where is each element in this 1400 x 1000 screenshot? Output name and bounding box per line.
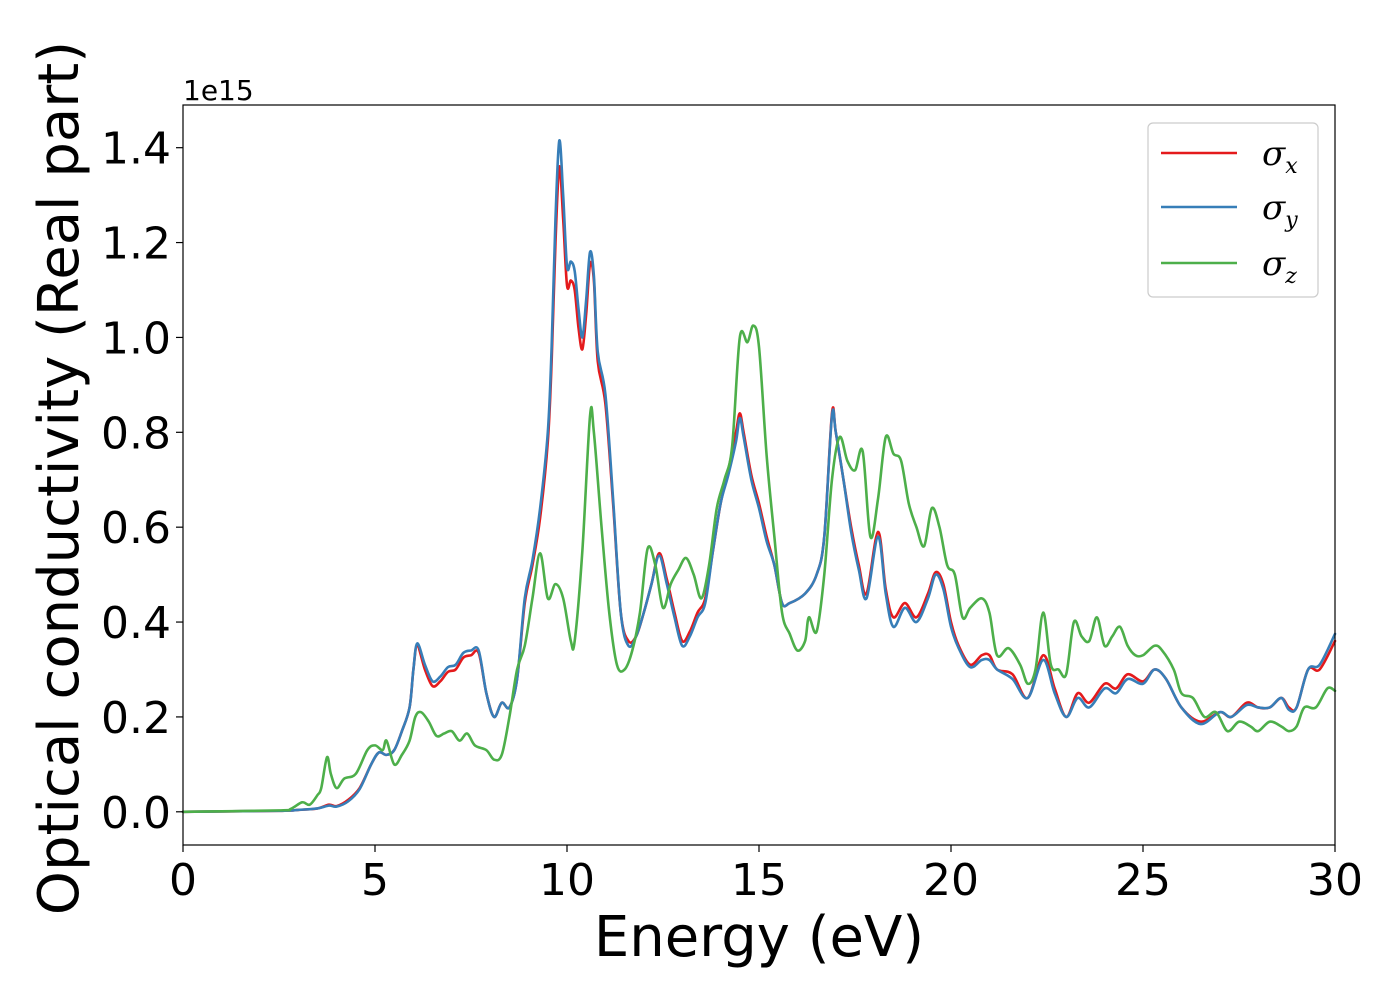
legend-box [1147, 122, 1319, 298]
y-tick-label: 0.2 [101, 693, 171, 744]
series-line-z [181, 324, 1337, 814]
x-tick-label: 15 [731, 855, 787, 906]
y-tick-label: 1.0 [101, 313, 171, 364]
y-tick-label: 1.2 [101, 219, 171, 270]
y-tick-label: 0.0 [101, 788, 171, 839]
x-tick-label: 10 [539, 855, 595, 906]
x-axis-title: Energy (eV) [594, 905, 924, 970]
x-tick-label: 20 [923, 855, 979, 906]
legend-subscript-y: y [1284, 208, 1298, 233]
plot-background [183, 105, 1335, 845]
y-tick-label: 0.8 [101, 408, 171, 459]
x-axis-ticks: 0 5 10 15 20 25 30 [169, 845, 1363, 906]
x-tick-label: 25 [1115, 855, 1171, 906]
x-tick-label: 0 [169, 855, 197, 906]
legend-label-y: σy [1262, 188, 1298, 233]
y-tick-label: 1.4 [101, 124, 171, 175]
y-axis-ticks: 0.0 0.2 0.4 0.6 0.8 1.0 1.2 1.4 [101, 124, 183, 839]
legend-subscript-x: x [1285, 154, 1298, 179]
series-layer [181, 139, 1337, 814]
x-tick-label: 30 [1307, 855, 1363, 906]
y-offset-label: 1e15 [183, 74, 254, 107]
y-tick-label: 0.6 [101, 503, 171, 554]
y-axis-title: Optical conductivity (Real part) [27, 41, 92, 915]
legend-subscript-z: z [1284, 264, 1297, 289]
y-tick-label: 0.4 [101, 598, 171, 649]
series-line-y [181, 139, 1337, 814]
x-tick-label: 5 [361, 855, 389, 906]
